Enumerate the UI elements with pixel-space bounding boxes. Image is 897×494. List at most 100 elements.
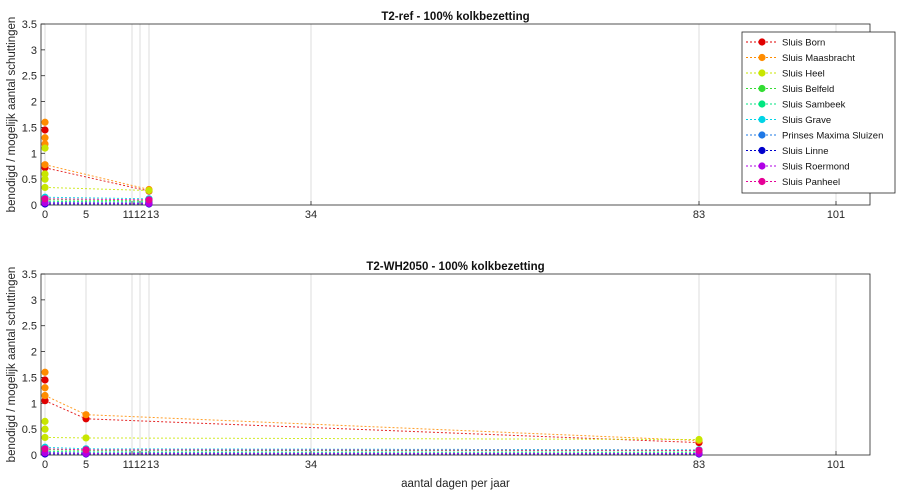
y-tick-label: 1 [31,148,37,160]
y-tick-label: 3 [31,295,37,307]
legend-label: Sluis Grave [782,115,831,126]
data-point [695,435,703,444]
data-point [82,434,90,442]
legend-label: Prinses Maxima Sluizen [782,131,883,142]
data-point [145,186,153,195]
chart-t2-ref: 0 0.5 1 1.5 2 2.5 3 3.5 0 5 11 12 13 34 83 101 T2-ref - … [6,11,896,221]
legend-swatch-marker [758,38,766,46]
data-point [41,126,49,134]
data-point [82,446,90,454]
x-tick-label: 101 [827,209,845,221]
x-tick-label: 13 [147,209,159,221]
y-tick-label: 1 [31,398,37,410]
x-axis-label: aantal dagen per jaar [401,478,510,490]
y-tick-label: 0.5 [22,424,37,436]
series-line [44,200,150,203]
grid [44,274,837,455]
series-group [41,118,153,208]
plot-area [41,24,870,205]
data-point [41,368,49,376]
y-axis-label: benodigd / mogelijk aantal schuttingen [6,267,18,463]
y-tick-label: 3.5 [22,269,37,281]
legend-swatch-marker [758,177,766,186]
data-point [41,134,49,142]
legend-swatch-marker [758,162,766,170]
x-tick-label: 11 [123,209,134,221]
y-tick-label: 0 [31,450,37,462]
axes-box [40,273,871,456]
data-point [695,446,703,454]
series-line [44,199,150,202]
y-tick-label: 1.5 [22,372,37,384]
legend-swatch-marker [758,100,766,108]
data-point [41,433,49,442]
data-point [41,391,49,400]
y-tick-label: 2.5 [22,321,37,333]
series-line [44,198,150,201]
data-point [41,161,49,169]
y-axis-label: benodigd / mogelijk aantal schuttingen [6,17,18,213]
data-point [41,195,49,203]
legend: Sluis Born Sluis Maasbracht Sluis Heel Slui… [741,31,896,194]
x-tick-label: 34 [305,209,317,221]
legend-swatch-marker [758,131,766,139]
y-tick-label: 0 [31,200,37,212]
series-line [44,202,150,204]
legend-swatch-marker [758,69,766,77]
y-tick-label: 0.5 [22,174,37,186]
x-tick-label: 5 [83,209,89,221]
series-line [44,167,150,192]
data-point [41,118,49,126]
x-tick-label: 11 [123,459,134,471]
data-point [41,144,49,152]
legend-label: Sluis Born [782,38,825,49]
data-point [82,411,90,419]
legend-label: Sluis Panheel [782,177,840,188]
legend-swatch-marker [758,115,766,124]
series-group [41,368,703,458]
data-point [41,384,49,392]
data-point [41,417,49,425]
y-tick-label: 3.5 [22,19,37,31]
x-tick-label: 12 [134,209,146,221]
legend-label: Sluis Linne [782,146,828,157]
data-point [41,425,49,433]
y-tick-label: 2.5 [22,71,37,83]
x-tick-label: 83 [693,459,705,471]
x-tick-label: 83 [693,209,705,221]
y-tick-label: 1.5 [22,122,37,134]
legend-label: Sluis Belfeld [782,84,834,95]
data-point [41,170,49,178]
x-tick-label: 101 [827,459,845,471]
legend-label: Sluis Heel [782,69,825,80]
y-tick-label: 2 [31,97,37,109]
legend-label: Sluis Roermond [782,162,850,173]
x-tick-label: 13 [147,459,159,471]
x-tick-label: 34 [305,459,317,471]
y-tick-label: 2 [31,347,37,359]
x-tick-label: 0 [42,459,48,471]
chart-title: T2-ref - 100% kolkbezetting [381,11,529,23]
y-tick-label: 3 [31,45,37,57]
plot-area [41,274,870,455]
legend-label: Sluis Sambeek [782,100,846,111]
x-tick-label: 12 [134,459,146,471]
legend-label: Sluis Maasbracht [782,53,855,64]
series-line [44,186,150,192]
x-tick-label: 0 [42,209,48,221]
chart-title: T2-WH2050 - 100% kolkbezetting [366,261,544,273]
legend-swatch-marker [758,84,766,93]
data-point [41,183,49,192]
series-line [44,164,150,190]
x-tick-label: 5 [83,459,89,471]
legend-swatch-marker [758,146,766,155]
data-point [145,196,153,204]
data-point [41,397,49,405]
data-point [41,445,49,453]
chart-t2-wh2050: 0 0.5 1 1.5 2 2.5 3 3.5 0 5 11 12 13 34 83 101 T2-WH2050… [6,261,871,490]
data-point [41,175,49,183]
data-point [41,376,49,384]
legend-swatch-marker [758,53,766,62]
series-line [44,196,150,200]
